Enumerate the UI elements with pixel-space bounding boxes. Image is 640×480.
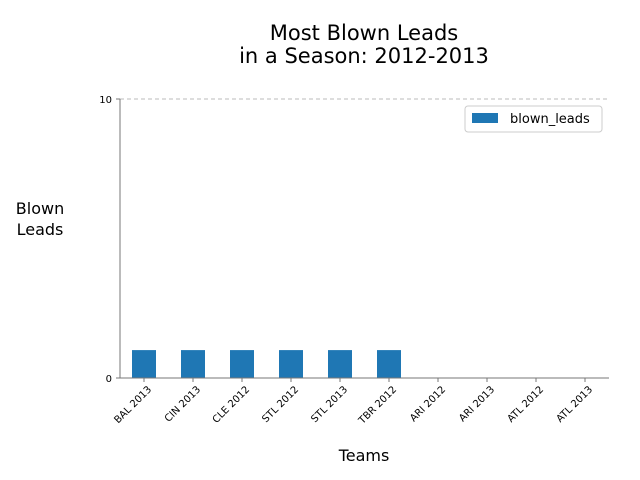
- chart-title-line-1: Most Blown Leads: [270, 21, 458, 45]
- bar-bal-2013: [132, 350, 156, 378]
- x-tick-label: TBR 2012: [356, 384, 399, 427]
- x-tick-label: ARI 2013: [457, 384, 497, 424]
- x-tick-label: BAL 2013: [112, 384, 154, 426]
- x-tick-label: CIN 2013: [163, 384, 203, 424]
- legend-swatch: [472, 113, 498, 123]
- y-axis-label-line-2: Leads: [17, 220, 64, 239]
- chart-title-line-2: in a Season: 2012-2013: [239, 44, 489, 68]
- bar-tbr-2012: [377, 350, 401, 378]
- legend-frame: [464, 105, 603, 133]
- x-tick-label: STL 2012: [260, 384, 301, 425]
- bar-cin-2013: [181, 350, 205, 378]
- x-ticks-group: BAL 2013 CIN 2013 CLE 2012 STL 2012 STL 2013…: [112, 378, 595, 427]
- bar-stl-2012: [279, 350, 303, 378]
- legend: blown_leads: [464, 105, 603, 133]
- x-tick-label: ATL 2013: [555, 384, 596, 425]
- legend-label: blown_leads: [510, 112, 590, 127]
- x-axis-label: Teams: [338, 446, 390, 465]
- x-tick-label: ARI 2012: [408, 384, 448, 424]
- y-axis-label-line-1: Blown: [16, 199, 64, 218]
- y-tick-label: 10: [99, 95, 112, 106]
- x-tick-label: CLE 2012: [211, 384, 252, 425]
- bar-stl-2013: [328, 350, 352, 378]
- x-tick-label: ATL 2012: [506, 384, 547, 425]
- bar-cle-2012: [230, 350, 254, 378]
- y-ticks-group: 0 10: [99, 95, 120, 385]
- bars-group: [132, 350, 401, 378]
- y-tick-label: 0: [106, 374, 112, 385]
- x-tick-label: STL 2013: [309, 384, 350, 425]
